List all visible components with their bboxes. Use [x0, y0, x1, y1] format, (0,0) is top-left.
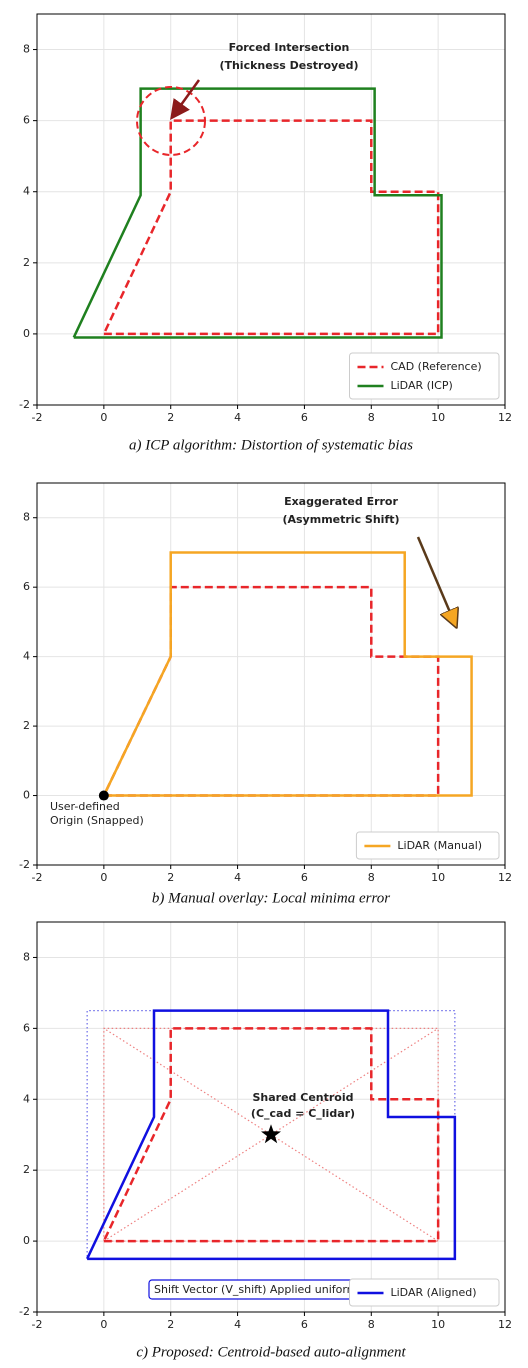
y-tick-label: 6	[23, 114, 30, 127]
x-tick-label: 4	[234, 411, 241, 424]
annotation: (C_cad = C_lidar)	[251, 1107, 355, 1120]
legend-label: LiDAR (Manual)	[397, 839, 482, 852]
y-tick-label: 0	[23, 327, 30, 340]
annotation: User-defined	[50, 800, 120, 813]
point	[98, 790, 109, 801]
panel: -2 0 2 4 6 8 10 12 -2 0 2 4 6 8	[19, 921, 512, 1331]
annotation: (Asymmetric Shift)	[282, 513, 399, 526]
legend-box	[355, 831, 500, 860]
y-tick-label: 6	[23, 580, 30, 593]
caption: c) Proposed: Centroid-based auto-alignme…	[136, 1344, 406, 1360]
series-line	[72, 87, 443, 339]
arrow	[416, 536, 455, 624]
x-tick-label: 10	[431, 411, 445, 424]
legend-box	[349, 1278, 500, 1307]
y-tick-label: 8	[23, 43, 30, 56]
x-tick-label: 4	[234, 871, 241, 884]
y-tick-label: -2	[19, 858, 30, 871]
y-tick-label: 2	[23, 1163, 30, 1176]
x-tick-label: 12	[498, 411, 512, 424]
x-tick-label: 8	[368, 411, 375, 424]
y-tick-label: 4	[23, 650, 30, 663]
annotation: Shift Vector (V_shift) Applied uniformly	[154, 1283, 367, 1296]
series-line	[102, 551, 473, 797]
panel: -2 0 2 4 6 8 10 12 -2 0 2 4 6 8	[19, 13, 512, 424]
annotation: (Thickness Destroyed)	[219, 59, 358, 72]
y-tick-label: 4	[23, 185, 30, 198]
highlight-circle	[136, 86, 206, 156]
annotation: Forced Intersection	[229, 41, 350, 54]
x-tick-label: 8	[368, 871, 375, 884]
caption: a) ICP algorithm: Distortion of systemat…	[129, 437, 413, 453]
panel: -2 0 2 4 6 8 10 12 -2 0 2 4 6 8	[19, 482, 512, 884]
legend-label: LiDAR (ICP)	[391, 379, 453, 392]
y-tick-label: 2	[23, 719, 30, 732]
x-tick-label: 12	[498, 871, 512, 884]
y-tick-label: 8	[23, 950, 30, 963]
plot-frame	[36, 13, 506, 406]
x-tick-label: 2	[167, 1318, 174, 1331]
x-tick-label: 2	[167, 411, 174, 424]
y-tick-label: 0	[23, 789, 30, 802]
x-tick-label: 6	[301, 411, 308, 424]
x-tick-label: 10	[431, 1318, 445, 1331]
y-tick-label: 6	[23, 1021, 30, 1034]
y-tick-label: 8	[23, 511, 30, 524]
plot-frame	[36, 921, 506, 1313]
legend-label: CAD (Reference)	[391, 360, 482, 373]
caption: b) Manual overlay: Local minima error	[152, 890, 390, 906]
series-line	[86, 1009, 457, 1261]
legend-label: LiDAR (Aligned)	[391, 1286, 477, 1299]
plot-frame	[36, 482, 506, 866]
x-tick-label: -2	[32, 871, 43, 884]
x-tick-label: 6	[301, 871, 308, 884]
x-tick-label: 0	[100, 411, 107, 424]
decorations	[136, 79, 455, 1300]
series-line	[102, 1027, 440, 1243]
annotation: Exaggerated Error	[284, 495, 398, 508]
x-tick-label: 0	[100, 1318, 107, 1331]
x-tick-label: 6	[301, 1318, 308, 1331]
y-tick-label: 0	[23, 1234, 30, 1247]
y-tick-label: -2	[19, 398, 30, 411]
x-tick-label: 0	[100, 871, 107, 884]
y-tick-label: 2	[23, 256, 30, 269]
x-tick-label: 10	[431, 871, 445, 884]
x-tick-label: -2	[32, 1318, 43, 1331]
x-tick-label: 2	[167, 871, 174, 884]
y-tick-label: 4	[23, 1092, 30, 1105]
series-line	[103, 1027, 439, 1242]
y-tick-label: -2	[19, 1305, 30, 1318]
x-tick-label: -2	[32, 411, 43, 424]
series-line	[102, 119, 440, 336]
arrow	[170, 79, 201, 121]
x-tick-label: 8	[368, 1318, 375, 1331]
x-tick-label: 4	[234, 1318, 241, 1331]
x-tick-label: 12	[498, 1318, 512, 1331]
legend-box	[349, 352, 500, 400]
star-point	[261, 1124, 281, 1144]
annotation: Shared Centroid	[252, 1091, 353, 1104]
annotation: Origin (Snapped)	[50, 814, 144, 827]
